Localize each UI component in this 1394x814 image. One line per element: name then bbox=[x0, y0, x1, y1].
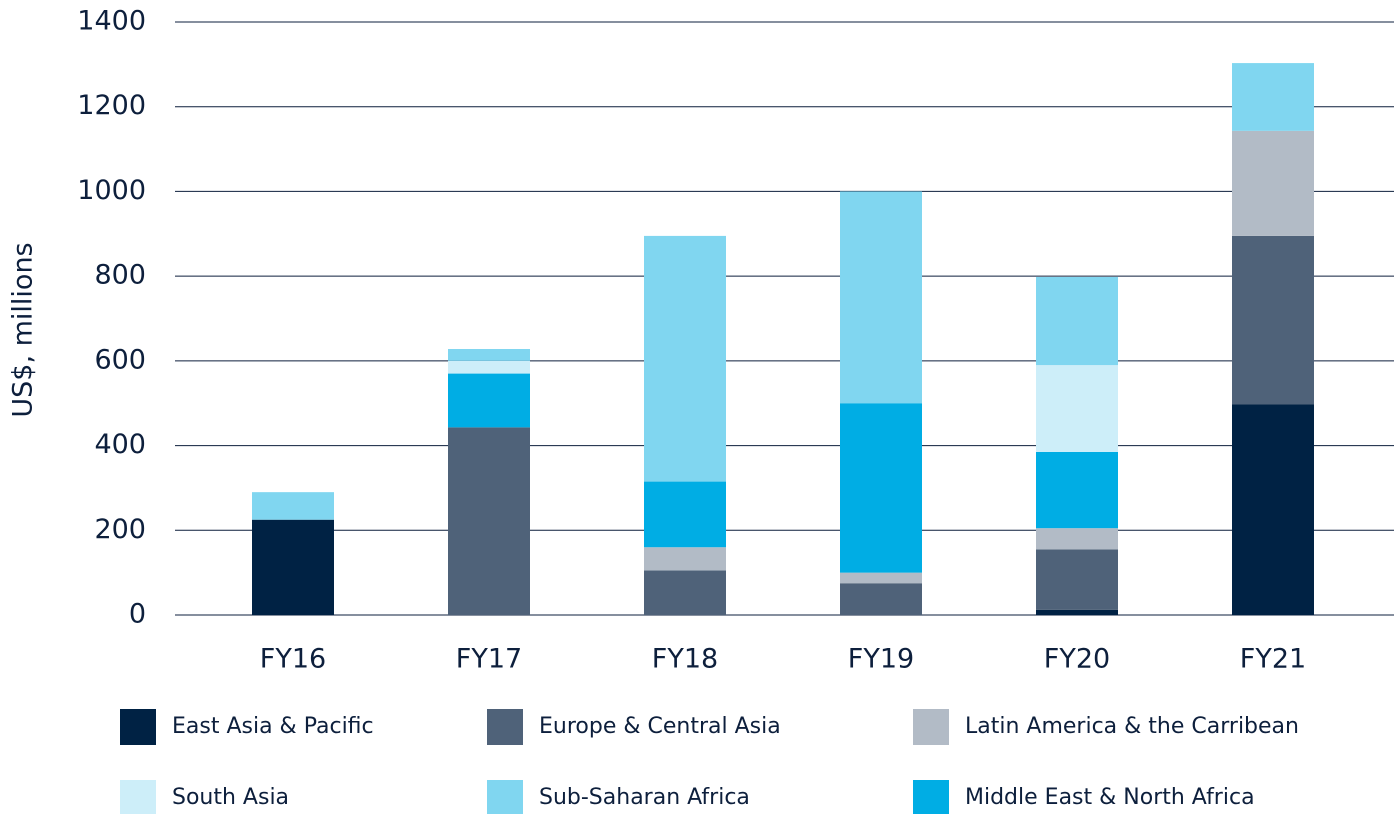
bar-segment bbox=[1232, 404, 1314, 615]
bar-segment bbox=[1036, 451, 1118, 529]
legend-swatch bbox=[120, 780, 156, 814]
bar-segment bbox=[252, 492, 334, 520]
legend-swatch bbox=[487, 780, 523, 814]
bar-segment bbox=[1036, 276, 1118, 366]
bar-segment bbox=[840, 572, 922, 584]
y-axis-title: US$, millions bbox=[8, 242, 39, 417]
bar-segment bbox=[1036, 528, 1118, 550]
bar-segment bbox=[448, 348, 530, 361]
y-tick-label: 800 bbox=[94, 260, 146, 291]
legend-swatch bbox=[913, 780, 949, 814]
legend-swatch bbox=[120, 709, 156, 745]
y-tick-label: 1400 bbox=[77, 6, 146, 37]
legend-label: Europe & Central Asia bbox=[539, 714, 781, 739]
legend-swatch bbox=[913, 709, 949, 745]
x-tick-label: FY19 bbox=[848, 644, 914, 675]
y-tick-label: 600 bbox=[94, 344, 146, 375]
legend-label: Middle East & North Africa bbox=[965, 785, 1255, 810]
bar-segment bbox=[252, 519, 334, 615]
x-tick-label: FY21 bbox=[1240, 644, 1306, 675]
bar-segment bbox=[448, 427, 530, 615]
bar-segment bbox=[448, 373, 530, 428]
bar-segment bbox=[448, 360, 530, 374]
bar-segment bbox=[1036, 365, 1118, 452]
y-tick-label: 0 bbox=[129, 599, 146, 630]
bar-segment bbox=[1232, 63, 1314, 131]
y-tick-label: 1200 bbox=[77, 90, 146, 121]
bar-segment bbox=[644, 570, 726, 615]
bar-segment bbox=[644, 235, 726, 482]
bar-segment bbox=[644, 547, 726, 571]
x-tick-label: FY17 bbox=[456, 644, 522, 675]
x-tick-label: FY16 bbox=[260, 644, 326, 675]
legend-label: South Asia bbox=[172, 785, 289, 810]
bar-segment bbox=[1232, 130, 1314, 236]
x-tick-label: FY20 bbox=[1044, 644, 1110, 675]
legend-label: Latin America & the Carribean bbox=[965, 714, 1299, 739]
y-tick-label: 200 bbox=[94, 514, 146, 545]
bar-segment bbox=[840, 191, 922, 404]
legend-swatch bbox=[487, 709, 523, 745]
legend-label: Sub-Saharan Africa bbox=[539, 785, 750, 810]
bar-segment bbox=[840, 403, 922, 573]
bar-segment bbox=[644, 481, 726, 548]
bar-segment bbox=[1036, 609, 1118, 615]
y-tick-label: 400 bbox=[94, 429, 146, 460]
x-tick-label: FY18 bbox=[652, 644, 718, 675]
legend-label: East Asia & Pacific bbox=[172, 714, 374, 739]
y-tick-label: 1000 bbox=[77, 175, 146, 206]
bar-segment bbox=[1036, 549, 1118, 610]
bar-segment bbox=[840, 583, 922, 615]
bar-segment bbox=[1232, 235, 1314, 405]
